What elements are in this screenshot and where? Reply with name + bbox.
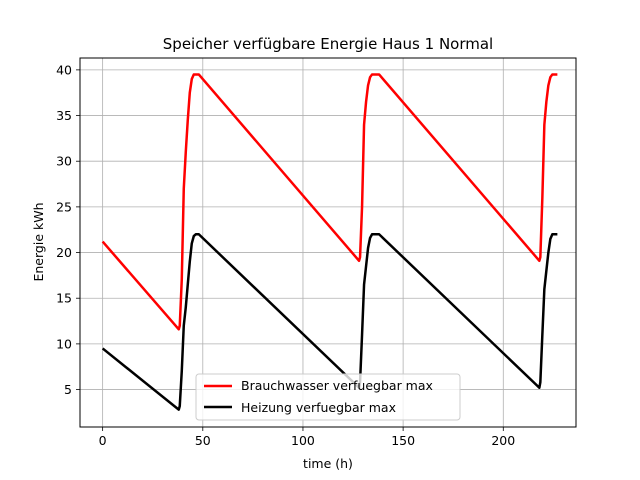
x-tick-label: 150 xyxy=(391,433,415,448)
x-tick-label: 50 xyxy=(195,433,211,448)
y-tick-label: 25 xyxy=(56,199,72,214)
y-tick-label: 10 xyxy=(56,336,72,351)
x-tick-label: 200 xyxy=(491,433,515,448)
x-axis-ticks: 0 50 100 150 200 xyxy=(99,427,515,448)
y-tick-label: 5 xyxy=(64,382,72,397)
y-axis-ticks: 5 10 15 20 25 30 35 40 xyxy=(56,62,80,397)
x-tick-label: 100 xyxy=(291,433,315,448)
y-tick-label: 35 xyxy=(56,108,72,123)
plot-frame xyxy=(79,57,577,428)
series-line-brauchwasser xyxy=(101,73,558,331)
y-tick-label: 15 xyxy=(56,291,72,306)
legend-box xyxy=(195,373,461,421)
legend-label-heizung: Heizung verfuegbar max xyxy=(241,400,396,415)
y-tick-label: 30 xyxy=(56,154,72,169)
series-lines xyxy=(101,73,558,411)
y-tick-label: 20 xyxy=(56,245,72,260)
x-axis-label: time (h) xyxy=(303,456,353,471)
y-axis-label: Energie kWh xyxy=(31,202,46,281)
legend: Brauchwasser verfuegbar max Heizung verf… xyxy=(195,373,461,421)
y-tick-label: 40 xyxy=(56,62,72,77)
chart-title: Speicher verfügbare Energie Haus 1 Norma… xyxy=(163,35,493,53)
legend-label-brauchwasser: Brauchwasser verfuegbar max xyxy=(241,378,433,393)
x-tick-label: 0 xyxy=(99,433,107,448)
grid xyxy=(80,58,576,427)
series-line-heizung xyxy=(101,233,558,411)
